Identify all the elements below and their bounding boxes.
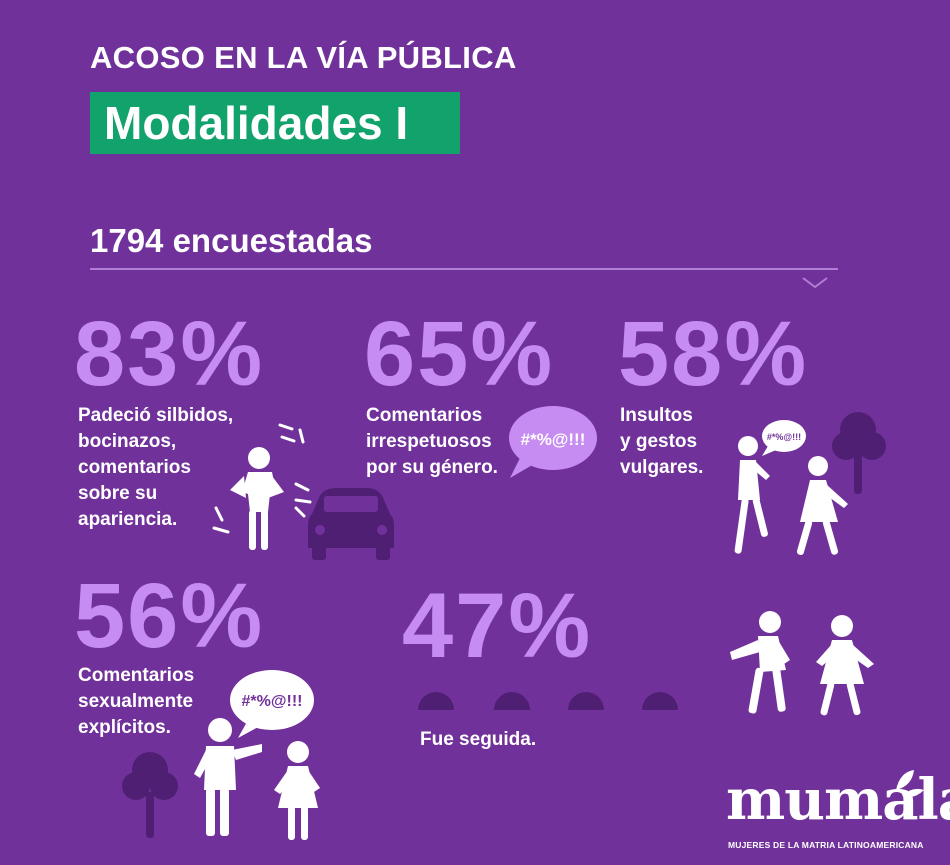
stat-83-label: Padeció silbidos, bocinazos, comentarios… bbox=[78, 405, 234, 530]
man-walking-icon bbox=[730, 611, 790, 714]
subtitle: Modalidades I bbox=[104, 97, 409, 149]
respondents-count: 1794 encuestadas bbox=[90, 222, 373, 259]
stat-58-label: Insultos y gestos vulgares. bbox=[620, 405, 704, 478]
stat-47-percent: 47% bbox=[402, 575, 593, 677]
small-speech-bubble-text: #*%@!!! bbox=[767, 432, 801, 442]
woman-walking-icon bbox=[816, 615, 874, 716]
stat-83-percent: 83% bbox=[74, 303, 265, 405]
brand-tagline: MUJERES DE LA MATRIA LATINOAMERICANA bbox=[728, 840, 924, 850]
woman-figure-icon bbox=[230, 447, 284, 550]
small-speech-bubble-icon: #*%@!!! bbox=[762, 420, 806, 456]
tree-icon bbox=[122, 752, 178, 838]
stat-47-label: Fue seguida. bbox=[420, 729, 537, 750]
tree-icon bbox=[832, 412, 886, 494]
stat-65-label: Comentarios irrespetuosos por su género. bbox=[366, 405, 498, 478]
top-title: ACOSO EN LA VÍA PÚBLICA bbox=[90, 40, 517, 75]
woman-walking-icon bbox=[796, 456, 848, 555]
footstep-icons bbox=[418, 692, 678, 710]
speech-bubble-text: #*%@!!! bbox=[521, 430, 586, 449]
man-figure-icon bbox=[734, 436, 770, 554]
logo-leaf-icon bbox=[896, 770, 924, 798]
stat-58-percent: 58% bbox=[618, 303, 809, 405]
brand-logo: mumala bbox=[726, 767, 950, 833]
whistle-lines-icon bbox=[212, 423, 312, 534]
speech-bubble-text: #*%@!!! bbox=[242, 693, 303, 710]
speech-bubble-icon: #*%@!!! bbox=[230, 670, 314, 738]
divider-line bbox=[90, 268, 838, 270]
speech-bubble-icon: #*%@!!! bbox=[509, 406, 597, 478]
woman-figure-icon bbox=[274, 741, 320, 840]
subtitle-highlight bbox=[90, 92, 460, 154]
chevron-down-icon bbox=[802, 277, 828, 289]
car-icon bbox=[308, 488, 394, 560]
stat-56-label: Comentarios sexualmente explícitos. bbox=[78, 665, 195, 738]
stat-56-percent: 56% bbox=[74, 565, 265, 667]
stat-65-percent: 65% bbox=[364, 303, 555, 405]
man-figure-icon bbox=[194, 718, 262, 836]
